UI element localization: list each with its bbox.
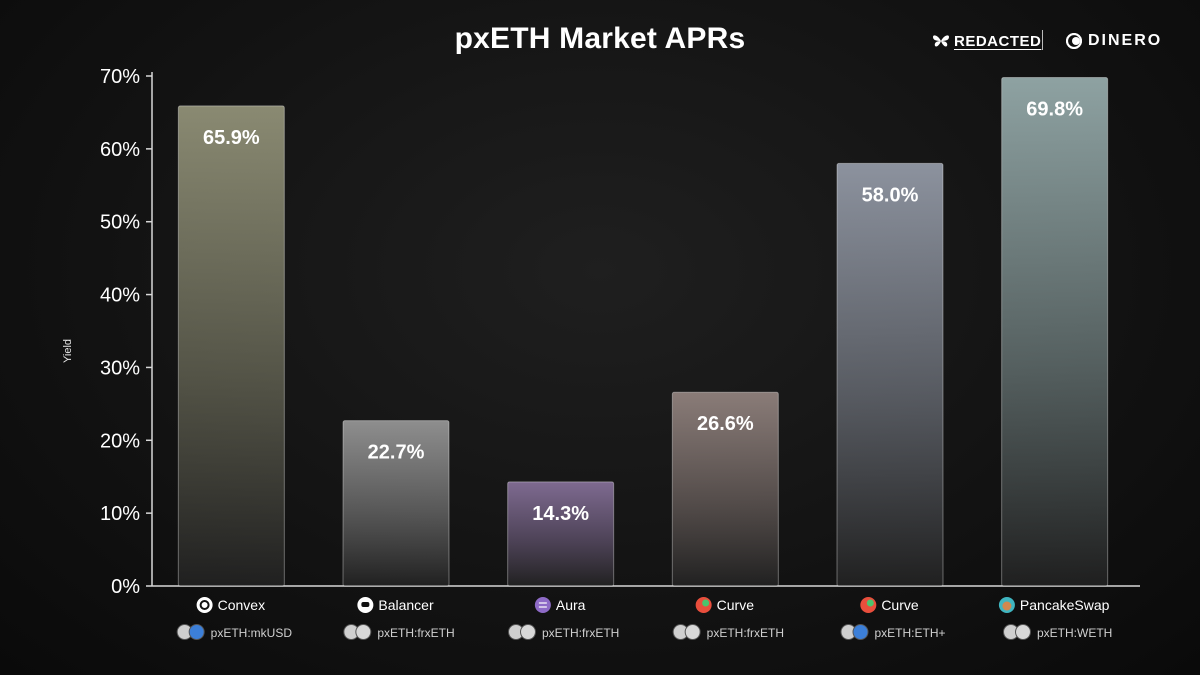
x-pair-label: pxETH:frxETH <box>377 626 454 640</box>
bar-value-label: 69.8% <box>1026 98 1083 120</box>
curve-icon <box>695 597 712 613</box>
pancakeswap-icon <box>998 597 1015 613</box>
x-pair-label: pxETH:frxETH <box>542 626 619 640</box>
brand-divider <box>1042 30 1043 50</box>
token-pair-icon <box>507 624 536 640</box>
y-tick-label: 10% <box>100 503 140 525</box>
token-pair-icon <box>176 624 205 640</box>
redacted-logo-text: REDACTED <box>954 32 1042 50</box>
bar <box>507 481 615 587</box>
x-category-label: Convex <box>218 597 265 613</box>
dinero-logo: DINERO <box>1066 30 1162 52</box>
x-pair-label: pxETH:WETH <box>1037 626 1112 640</box>
y-tick-label: 50% <box>100 212 140 234</box>
y-tick-label: 20% <box>100 430 140 452</box>
x-pair-label: pxETH:ETH+ <box>874 626 945 640</box>
curve-icon <box>860 597 877 613</box>
y-tick-label: 40% <box>100 285 140 307</box>
bar-value-label: 65.9% <box>203 127 260 149</box>
token-pair-icon <box>672 624 701 640</box>
butterfly-icon <box>933 35 949 47</box>
y-tick-label: 0% <box>111 576 140 598</box>
bar <box>1001 76 1109 587</box>
bar-value-label: 58.0% <box>862 184 919 206</box>
dinero-icon <box>1066 33 1082 49</box>
bar-value-label: 22.7% <box>368 442 425 464</box>
x-pair-label: pxETH:mkUSD <box>211 626 293 640</box>
x-category-label: Curve <box>717 597 755 613</box>
y-tick-label: 30% <box>100 357 140 379</box>
x-category-label: Balancer <box>378 597 434 613</box>
y-tick-label: 60% <box>100 139 140 161</box>
chart-title: pxETH Market APRs <box>454 22 746 55</box>
bar-value-label: 14.3% <box>532 503 589 525</box>
bar <box>177 105 285 587</box>
dinero-logo-text: DINERO <box>1088 32 1163 49</box>
x-pair-label: pxETH:frxETH <box>707 626 784 640</box>
x-category-label: PancakeSwap <box>1020 597 1110 613</box>
bar <box>671 391 779 587</box>
token-pair-icon <box>1002 624 1031 640</box>
token-pair-icon <box>343 624 372 640</box>
balancer-icon <box>357 597 374 613</box>
aura-icon <box>534 597 551 613</box>
token-pair-icon <box>840 624 869 640</box>
x-category-label: Curve <box>881 597 919 613</box>
y-tick-label: 70% <box>100 66 140 88</box>
x-category-label: Aura <box>556 597 586 613</box>
bar-value-label: 26.6% <box>697 413 754 435</box>
bar <box>836 162 944 587</box>
bar <box>342 420 450 587</box>
convex-icon <box>196 597 213 613</box>
redacted-logo: REDACTED <box>932 30 1041 52</box>
